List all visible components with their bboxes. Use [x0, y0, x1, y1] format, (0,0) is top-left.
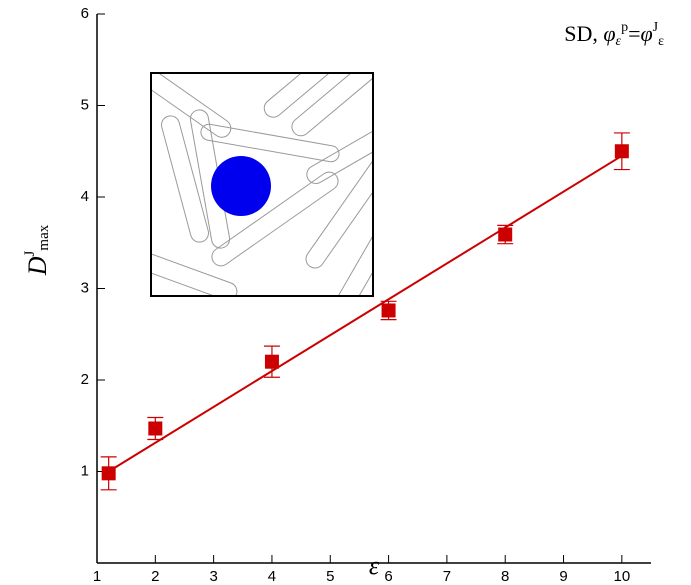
y-tick-label: 1 — [81, 462, 89, 479]
x-axis-label: ε — [369, 551, 380, 580]
x-tick-label: 6 — [384, 568, 392, 585]
annotation-sub: ε — [658, 34, 664, 49]
x-tick-label: 5 — [326, 568, 334, 585]
y-axis-label: DJmax — [22, 224, 52, 276]
marker — [264, 354, 279, 369]
marker — [498, 227, 513, 242]
y-label-sup: J — [22, 250, 38, 256]
annotation-symbol: φ — [603, 21, 615, 46]
y-label-main: D — [23, 256, 52, 276]
marker — [381, 303, 396, 318]
y-label-sub: max — [36, 224, 52, 250]
x-tick-label: 1 — [93, 568, 101, 585]
inset — [150, 72, 374, 297]
x-tick-label: 4 — [268, 568, 276, 585]
y-tick-label: 3 — [81, 279, 89, 296]
x-tick-label: 9 — [559, 568, 567, 585]
y-tick-label: 5 — [81, 96, 89, 113]
annotation-sup: J — [653, 20, 659, 35]
y-tick-label: 6 — [81, 5, 89, 22]
x-tick-label: 8 — [501, 568, 509, 585]
annotation-text: SD, — [564, 21, 603, 46]
annotation: SD, φεp=φJε — [564, 20, 664, 49]
annotation-sub: ε — [616, 34, 622, 49]
x-tick-label: 2 — [151, 568, 159, 585]
marker — [614, 144, 629, 159]
marker — [148, 421, 163, 436]
marker — [101, 466, 116, 481]
y-tick-label: 4 — [81, 188, 89, 205]
x-tick-label: 10 — [613, 568, 630, 585]
annotation-symbol: φ — [640, 21, 652, 46]
annotation-sup: p — [621, 20, 628, 35]
y-tick-label: 2 — [81, 371, 89, 388]
annotation-text: = — [628, 21, 640, 46]
fit-line — [108, 154, 623, 473]
x-tick-label: 3 — [209, 568, 217, 585]
x-tick-label: 7 — [443, 568, 451, 585]
